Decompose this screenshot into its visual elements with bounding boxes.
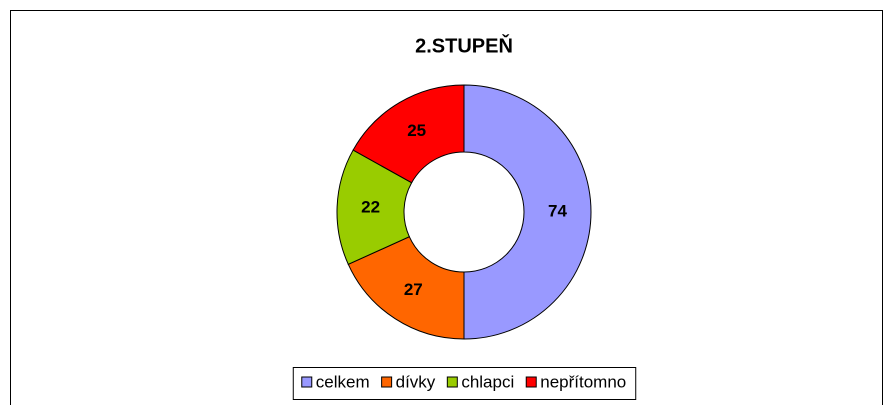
legend-swatch (525, 376, 537, 388)
legend-label: chlapci (461, 372, 514, 391)
donut-slice (463, 84, 592, 340)
data-label: 22 (361, 198, 380, 217)
legend-label: dívky (396, 372, 436, 391)
legend-label: nepřítomno (540, 372, 626, 391)
legend-swatch (301, 376, 313, 388)
legend-label: celkem (316, 372, 370, 391)
donut-slice (347, 236, 465, 340)
data-label: 27 (404, 280, 423, 299)
chart-title: 2.STUPEŇ (415, 33, 513, 57)
data-label: 25 (407, 121, 426, 140)
data-label: 74 (548, 201, 567, 220)
legend-swatch (381, 376, 393, 388)
donut-slice (352, 84, 465, 184)
legend-box (292, 367, 637, 400)
legend-swatch (446, 376, 458, 388)
chart-frame (10, 10, 883, 405)
